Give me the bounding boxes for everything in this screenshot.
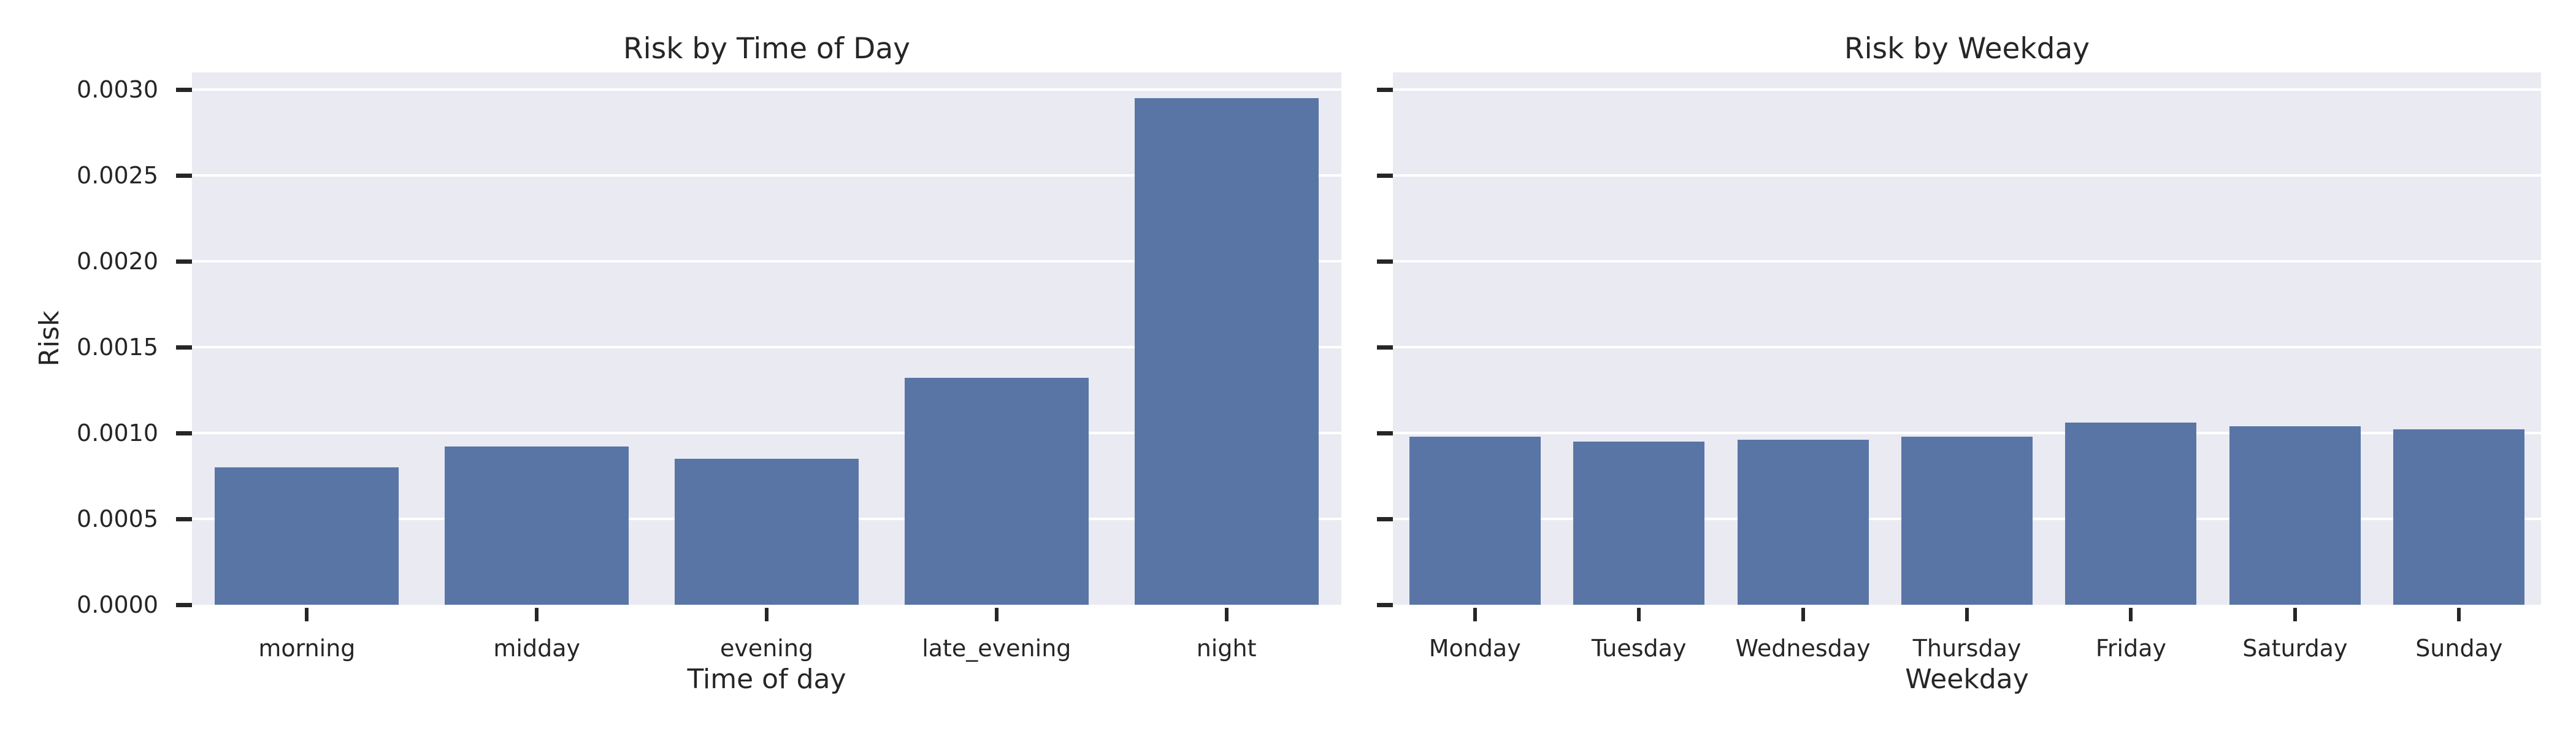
bar-Wednesday bbox=[1737, 440, 1869, 605]
gridline bbox=[192, 88, 1341, 91]
bar-midday bbox=[445, 447, 629, 605]
y-tick bbox=[1377, 259, 1393, 264]
x-tick bbox=[2457, 608, 2461, 621]
x-tick-label: Friday bbox=[2095, 635, 2167, 662]
x-tick-label: Monday bbox=[1428, 635, 1521, 662]
bar-Sunday bbox=[2393, 429, 2525, 605]
gridline bbox=[1393, 432, 2541, 434]
x-tick bbox=[305, 608, 309, 621]
x-tick bbox=[2129, 608, 2133, 621]
x-tick bbox=[994, 608, 999, 621]
x-tick bbox=[1224, 608, 1229, 621]
y-tick bbox=[176, 259, 192, 264]
gridline bbox=[192, 432, 1341, 434]
x-tick-label: night bbox=[1196, 635, 1257, 662]
x-tick bbox=[535, 608, 539, 621]
x-axis-label: Weekday bbox=[1905, 664, 2029, 695]
bar-Friday bbox=[2065, 423, 2197, 605]
x-tick bbox=[1801, 608, 1805, 621]
y-tick bbox=[1377, 431, 1393, 435]
bar-Monday bbox=[1409, 436, 1541, 605]
y-tick bbox=[176, 602, 192, 607]
y-tick bbox=[176, 173, 192, 178]
chart-title: Risk by Time of Day bbox=[623, 32, 910, 66]
x-tick-label: Tuesday bbox=[1591, 635, 1687, 662]
gridline bbox=[1393, 88, 2541, 91]
bar-night bbox=[1134, 98, 1319, 605]
y-tick bbox=[176, 516, 192, 521]
y-tick bbox=[176, 87, 192, 92]
y-tick-label: 0.0025 bbox=[77, 162, 158, 189]
x-tick-label: Saturday bbox=[2242, 635, 2348, 662]
x-tick bbox=[1965, 608, 1969, 621]
x-tick-label: morning bbox=[258, 635, 356, 662]
x-tick bbox=[2293, 608, 2297, 621]
x-tick-label: midday bbox=[493, 635, 580, 662]
y-tick bbox=[1377, 516, 1393, 521]
y-tick-label: 0.0005 bbox=[77, 505, 158, 532]
bar-Thursday bbox=[1901, 436, 2033, 605]
gridline bbox=[192, 260, 1341, 263]
x-tick-label: late_evening bbox=[922, 635, 1071, 662]
bar-Saturday bbox=[2229, 426, 2361, 605]
x-tick-label: Wednesday bbox=[1735, 635, 1871, 662]
y-tick bbox=[1377, 87, 1393, 92]
bar-late_evening bbox=[904, 378, 1089, 605]
x-axis-label: Time of day bbox=[687, 664, 846, 695]
y-tick-label: 0.0015 bbox=[77, 334, 158, 361]
y-tick bbox=[176, 431, 192, 435]
bar-morning bbox=[215, 467, 399, 605]
y-tick-label: 0.0020 bbox=[77, 248, 158, 275]
gridline bbox=[192, 174, 1341, 177]
y-tick bbox=[1377, 602, 1393, 607]
x-tick-label: Thursday bbox=[1912, 635, 2022, 662]
x-tick bbox=[765, 608, 769, 621]
y-tick-label: 0.0000 bbox=[77, 591, 158, 618]
bar-Tuesday bbox=[1573, 442, 1705, 605]
y-tick-label: 0.0030 bbox=[77, 76, 158, 103]
gridline bbox=[1393, 346, 2541, 348]
x-tick bbox=[1637, 608, 1641, 621]
x-tick bbox=[1473, 608, 1477, 621]
y-tick-label: 0.0010 bbox=[77, 420, 158, 447]
y-tick bbox=[176, 345, 192, 350]
x-tick-label: evening bbox=[719, 635, 814, 662]
x-tick-label: Sunday bbox=[2415, 635, 2503, 662]
bar-evening bbox=[675, 459, 859, 605]
chart-title: Risk by Weekday bbox=[1844, 32, 2090, 66]
gridline bbox=[192, 346, 1341, 348]
y-tick bbox=[1377, 173, 1393, 178]
y-tick bbox=[1377, 345, 1393, 350]
gridline bbox=[1393, 260, 2541, 263]
gridline bbox=[1393, 174, 2541, 177]
